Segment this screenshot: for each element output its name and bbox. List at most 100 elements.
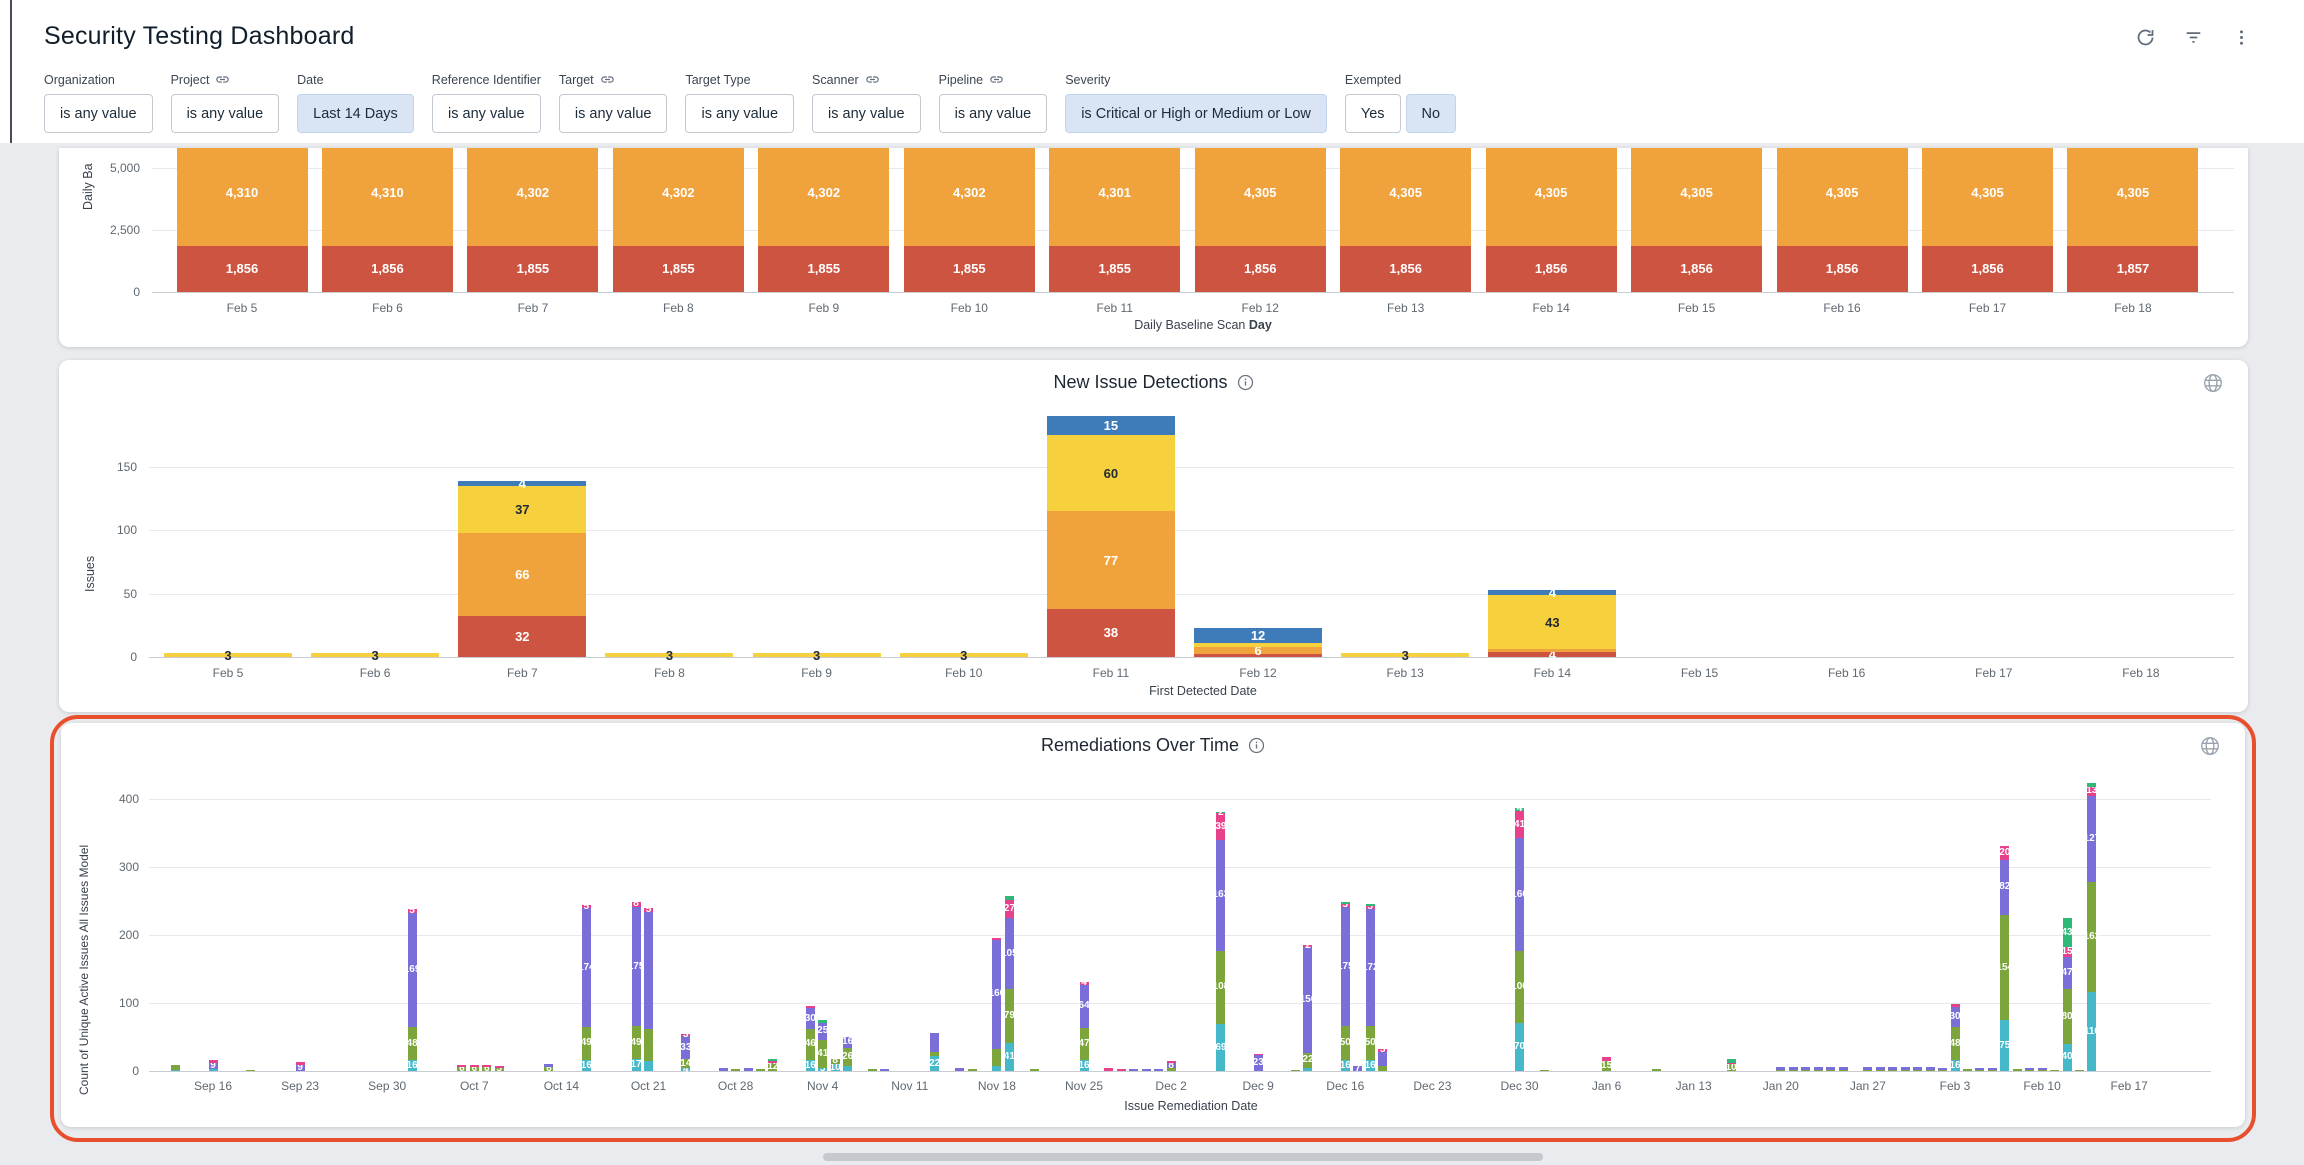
bar-segment[interactable]: [1079, 981, 1089, 985]
bar-segment[interactable]: 4,302: [612, 148, 744, 246]
bar-segment[interactable]: [1378, 1065, 1388, 1071]
filter-value-button[interactable]: is any value: [938, 94, 1048, 133]
bar-segment[interactable]: [768, 1062, 778, 1071]
bar-segment[interactable]: 4,302: [758, 148, 890, 246]
bar-segment[interactable]: [1813, 1066, 1823, 1070]
bar-segment[interactable]: [1900, 1066, 1910, 1070]
bar-segment[interactable]: [482, 1066, 492, 1071]
bar-segment[interactable]: 6: [1194, 643, 1323, 658]
bar-segment[interactable]: [1340, 1060, 1350, 1071]
bar-segment[interactable]: 3: [1341, 648, 1470, 663]
bar-segment[interactable]: [681, 1036, 691, 1059]
bar-segment[interactable]: [1104, 1068, 1114, 1071]
bar-segment[interactable]: 4,301: [1049, 148, 1181, 246]
bar-segment[interactable]: [1801, 1069, 1811, 1071]
bar-segment[interactable]: [1365, 903, 1375, 906]
bar-segment[interactable]: [457, 1066, 467, 1071]
bar-segment[interactable]: [1826, 1066, 1836, 1070]
bar-segment[interactable]: [2087, 881, 2097, 993]
bar-segment[interactable]: [1378, 1051, 1388, 1066]
bar-segment[interactable]: 3: [605, 648, 734, 663]
bar-segment[interactable]: [843, 1037, 853, 1048]
bar-segment[interactable]: 1,855: [1049, 245, 1181, 292]
bar-segment[interactable]: [830, 1064, 840, 1071]
bar-segment[interactable]: 1,855: [612, 245, 744, 292]
bar-segment[interactable]: [992, 1065, 1002, 1071]
filter-value-button[interactable]: Last 14 Days: [297, 94, 414, 133]
bar-segment[interactable]: [1950, 1007, 1960, 1028]
bar-segment[interactable]: [1365, 905, 1375, 910]
bar-segment[interactable]: [681, 1034, 691, 1037]
bar-segment[interactable]: [1726, 1059, 1736, 1063]
refresh-icon[interactable]: [2134, 26, 2156, 48]
bar-segment[interactable]: [2087, 992, 2097, 1071]
bar-segment[interactable]: [1913, 1069, 1923, 1071]
bar-segment[interactable]: [2000, 1020, 2010, 1071]
bar-segment[interactable]: [1826, 1069, 1836, 1071]
exempted-no-button[interactable]: No: [1405, 94, 1457, 133]
bar-segment[interactable]: 4: [458, 476, 587, 491]
bar-segment[interactable]: [1776, 1069, 1786, 1071]
bar-segment[interactable]: [1216, 950, 1226, 1025]
bar-segment[interactable]: [1875, 1069, 1885, 1071]
bar-segment[interactable]: [1987, 1068, 1997, 1070]
bar-segment[interactable]: 4,305: [1631, 148, 1763, 246]
bar-segment[interactable]: [1253, 1054, 1263, 1056]
filter-value-button[interactable]: is any value: [558, 94, 668, 133]
bar-segment[interactable]: [544, 1064, 554, 1067]
bar-segment[interactable]: [1194, 654, 1323, 657]
bar-segment[interactable]: 60: [1046, 435, 1175, 512]
bar-segment[interactable]: [930, 1032, 940, 1052]
bar-segment[interactable]: [1938, 1067, 1948, 1070]
bar-segment[interactable]: [1515, 810, 1524, 839]
bar-segment[interactable]: 4,305: [1485, 148, 1617, 246]
bar-segment[interactable]: [1539, 1069, 1549, 1071]
bar-segment[interactable]: [930, 1056, 940, 1071]
bar-segment[interactable]: [208, 1068, 218, 1071]
bar-segment[interactable]: [1726, 1062, 1736, 1065]
bar-segment[interactable]: 4,305: [1776, 148, 1908, 246]
bar-segment[interactable]: [1488, 649, 1617, 652]
bar-segment[interactable]: [805, 1008, 815, 1029]
bar-segment[interactable]: [457, 1064, 467, 1067]
bar-segment[interactable]: [1340, 907, 1350, 1027]
bar-segment[interactable]: [2037, 1067, 2047, 1070]
filter-value-button[interactable]: is any value: [44, 94, 153, 133]
filter-value-button[interactable]: is any value: [685, 94, 795, 133]
bar-segment[interactable]: [1776, 1066, 1786, 1070]
bar-segment[interactable]: [930, 1051, 940, 1057]
bar-segment[interactable]: 4,305: [1194, 148, 1326, 246]
bar-segment[interactable]: [2087, 786, 2097, 796]
bar-segment[interactable]: 43: [1488, 594, 1617, 650]
bar-segment[interactable]: 15: [1046, 416, 1175, 436]
filter-icon[interactable]: [2182, 26, 2204, 48]
bar-segment[interactable]: 4,305: [1922, 148, 2054, 246]
bar-segment[interactable]: [1875, 1066, 1885, 1070]
bar-segment[interactable]: [955, 1068, 965, 1071]
bar-segment[interactable]: 4,305: [2067, 148, 2199, 246]
bar-segment[interactable]: [407, 909, 417, 913]
bar-segment[interactable]: 3: [899, 648, 1028, 663]
bar-segment[interactable]: [755, 1068, 765, 1071]
bar-segment[interactable]: [1365, 1026, 1375, 1061]
bar-segment[interactable]: 1,856: [1340, 245, 1472, 292]
bar-segment[interactable]: [1975, 1068, 1985, 1070]
bar-segment[interactable]: [1004, 899, 1014, 918]
bar-segment[interactable]: [644, 1061, 653, 1071]
bar-segment[interactable]: [1863, 1069, 1873, 1071]
bar-segment[interactable]: [482, 1064, 492, 1067]
bar-segment[interactable]: [1925, 1066, 1935, 1070]
bar-segment[interactable]: [805, 1005, 815, 1009]
bar-segment[interactable]: [805, 1028, 815, 1061]
bar-segment[interactable]: 1,856: [1922, 245, 2054, 292]
bar-segment[interactable]: [2050, 1070, 2060, 1072]
bar-segment[interactable]: [768, 1059, 778, 1062]
bar-segment[interactable]: [581, 1026, 591, 1061]
bar-segment[interactable]: [2062, 957, 2072, 990]
bar-segment[interactable]: [1726, 1064, 1736, 1071]
bar-segment[interactable]: [631, 901, 641, 908]
bar-segment[interactable]: [1813, 1069, 1823, 1071]
bar-segment[interactable]: [1216, 813, 1226, 840]
bar-segment[interactable]: [2025, 1069, 2035, 1071]
bar-segment[interactable]: [1788, 1066, 1798, 1070]
